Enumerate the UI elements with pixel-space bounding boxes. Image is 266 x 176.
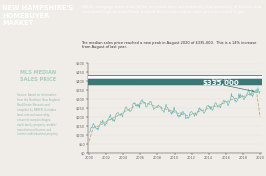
Text: MLS MEDIAN
SALES PRICE: MLS MEDIAN SALES PRICE (20, 70, 56, 82)
Text: While mortgage rates have fallen to record lows, an extremely low inventory of h: While mortgage rates have fallen to reco… (81, 5, 261, 14)
Text: NEW HAMPSHIRE'S
HOMEBUYER
MARKET: NEW HAMPSHIRE'S HOMEBUYER MARKET (2, 5, 73, 26)
Text: NH Median Sales Price: NH Median Sales Price (204, 76, 238, 80)
Text: August 2020: August 2020 (212, 78, 231, 82)
Text: Source: Based on information
from the Northern New England
Real Estate Network a: Source: Based on information from the No… (17, 93, 59, 136)
FancyBboxPatch shape (0, 75, 266, 85)
Text: The median sales price reached a new peak in August 2020 of $335,000.  This is a: The median sales price reached a new pea… (81, 40, 257, 49)
Circle shape (0, 77, 266, 78)
Text: $335,000: $335,000 (203, 80, 240, 86)
